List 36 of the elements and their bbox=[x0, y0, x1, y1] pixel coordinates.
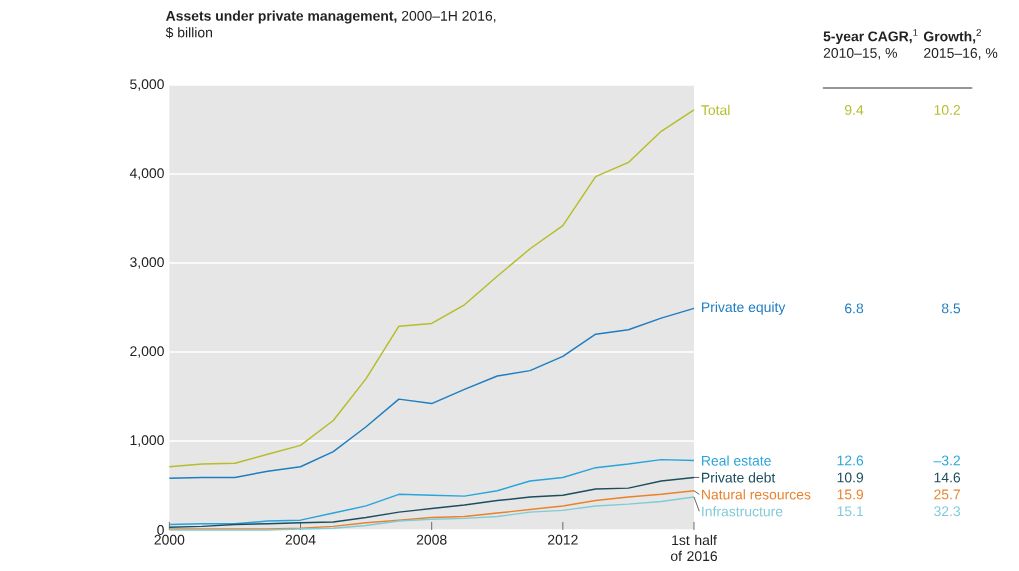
series-label: Private debt bbox=[702, 472, 776, 483]
y-tick-label: 5,000 bbox=[130, 79, 164, 91]
text: 9.4 bbox=[845, 105, 864, 115]
x-tick-label: 2012 bbox=[548, 534, 578, 545]
text: 15.9 bbox=[837, 489, 864, 500]
x-tick-label: 2008 bbox=[416, 534, 447, 545]
line-series bbox=[168, 109, 695, 468]
series-label: Infrastructure bbox=[702, 506, 783, 517]
text: 5-year CAGR,$^{1}$ 2010–15, % bbox=[823, 29, 918, 60]
y-tick-label: 4,000 bbox=[129, 168, 164, 180]
chart-title: Assets under private management, 2000–1H 2016, $ billion bbox=[165, 10, 496, 39]
text: 14.6 bbox=[934, 472, 961, 483]
text: 32.3 bbox=[934, 506, 961, 517]
text: 10.9 bbox=[837, 472, 864, 483]
line-series bbox=[168, 459, 695, 526]
series-label: Total bbox=[701, 104, 730, 116]
y-tick-label: 2,000 bbox=[130, 346, 164, 358]
series-label: Natural resources bbox=[702, 489, 811, 500]
series-label: Real estate bbox=[702, 455, 771, 466]
text: 15.1 bbox=[837, 506, 864, 517]
y-tick-label: 1,000 bbox=[130, 435, 164, 447]
line-series bbox=[168, 307, 695, 480]
series-label: Private equity bbox=[702, 301, 786, 315]
text: Growth,$^{2}$ 2015–16, % bbox=[923, 29, 998, 60]
text: 8.5 bbox=[941, 303, 961, 314]
x-tick-label: 1st half of 2016 bbox=[670, 534, 718, 562]
text: –3.2 bbox=[933, 455, 960, 466]
y-tick-label: 3,000 bbox=[130, 257, 164, 269]
line-series bbox=[168, 476, 695, 529]
text: 12.6 bbox=[837, 455, 864, 466]
x-tick-label: 2000 bbox=[154, 534, 185, 545]
y-tick-label: 0 bbox=[157, 525, 164, 535]
text: 25.7 bbox=[934, 489, 960, 500]
x-tick-label: 2004 bbox=[285, 534, 316, 545]
text: 6.8 bbox=[845, 303, 864, 314]
text: 10.2 bbox=[934, 105, 960, 115]
